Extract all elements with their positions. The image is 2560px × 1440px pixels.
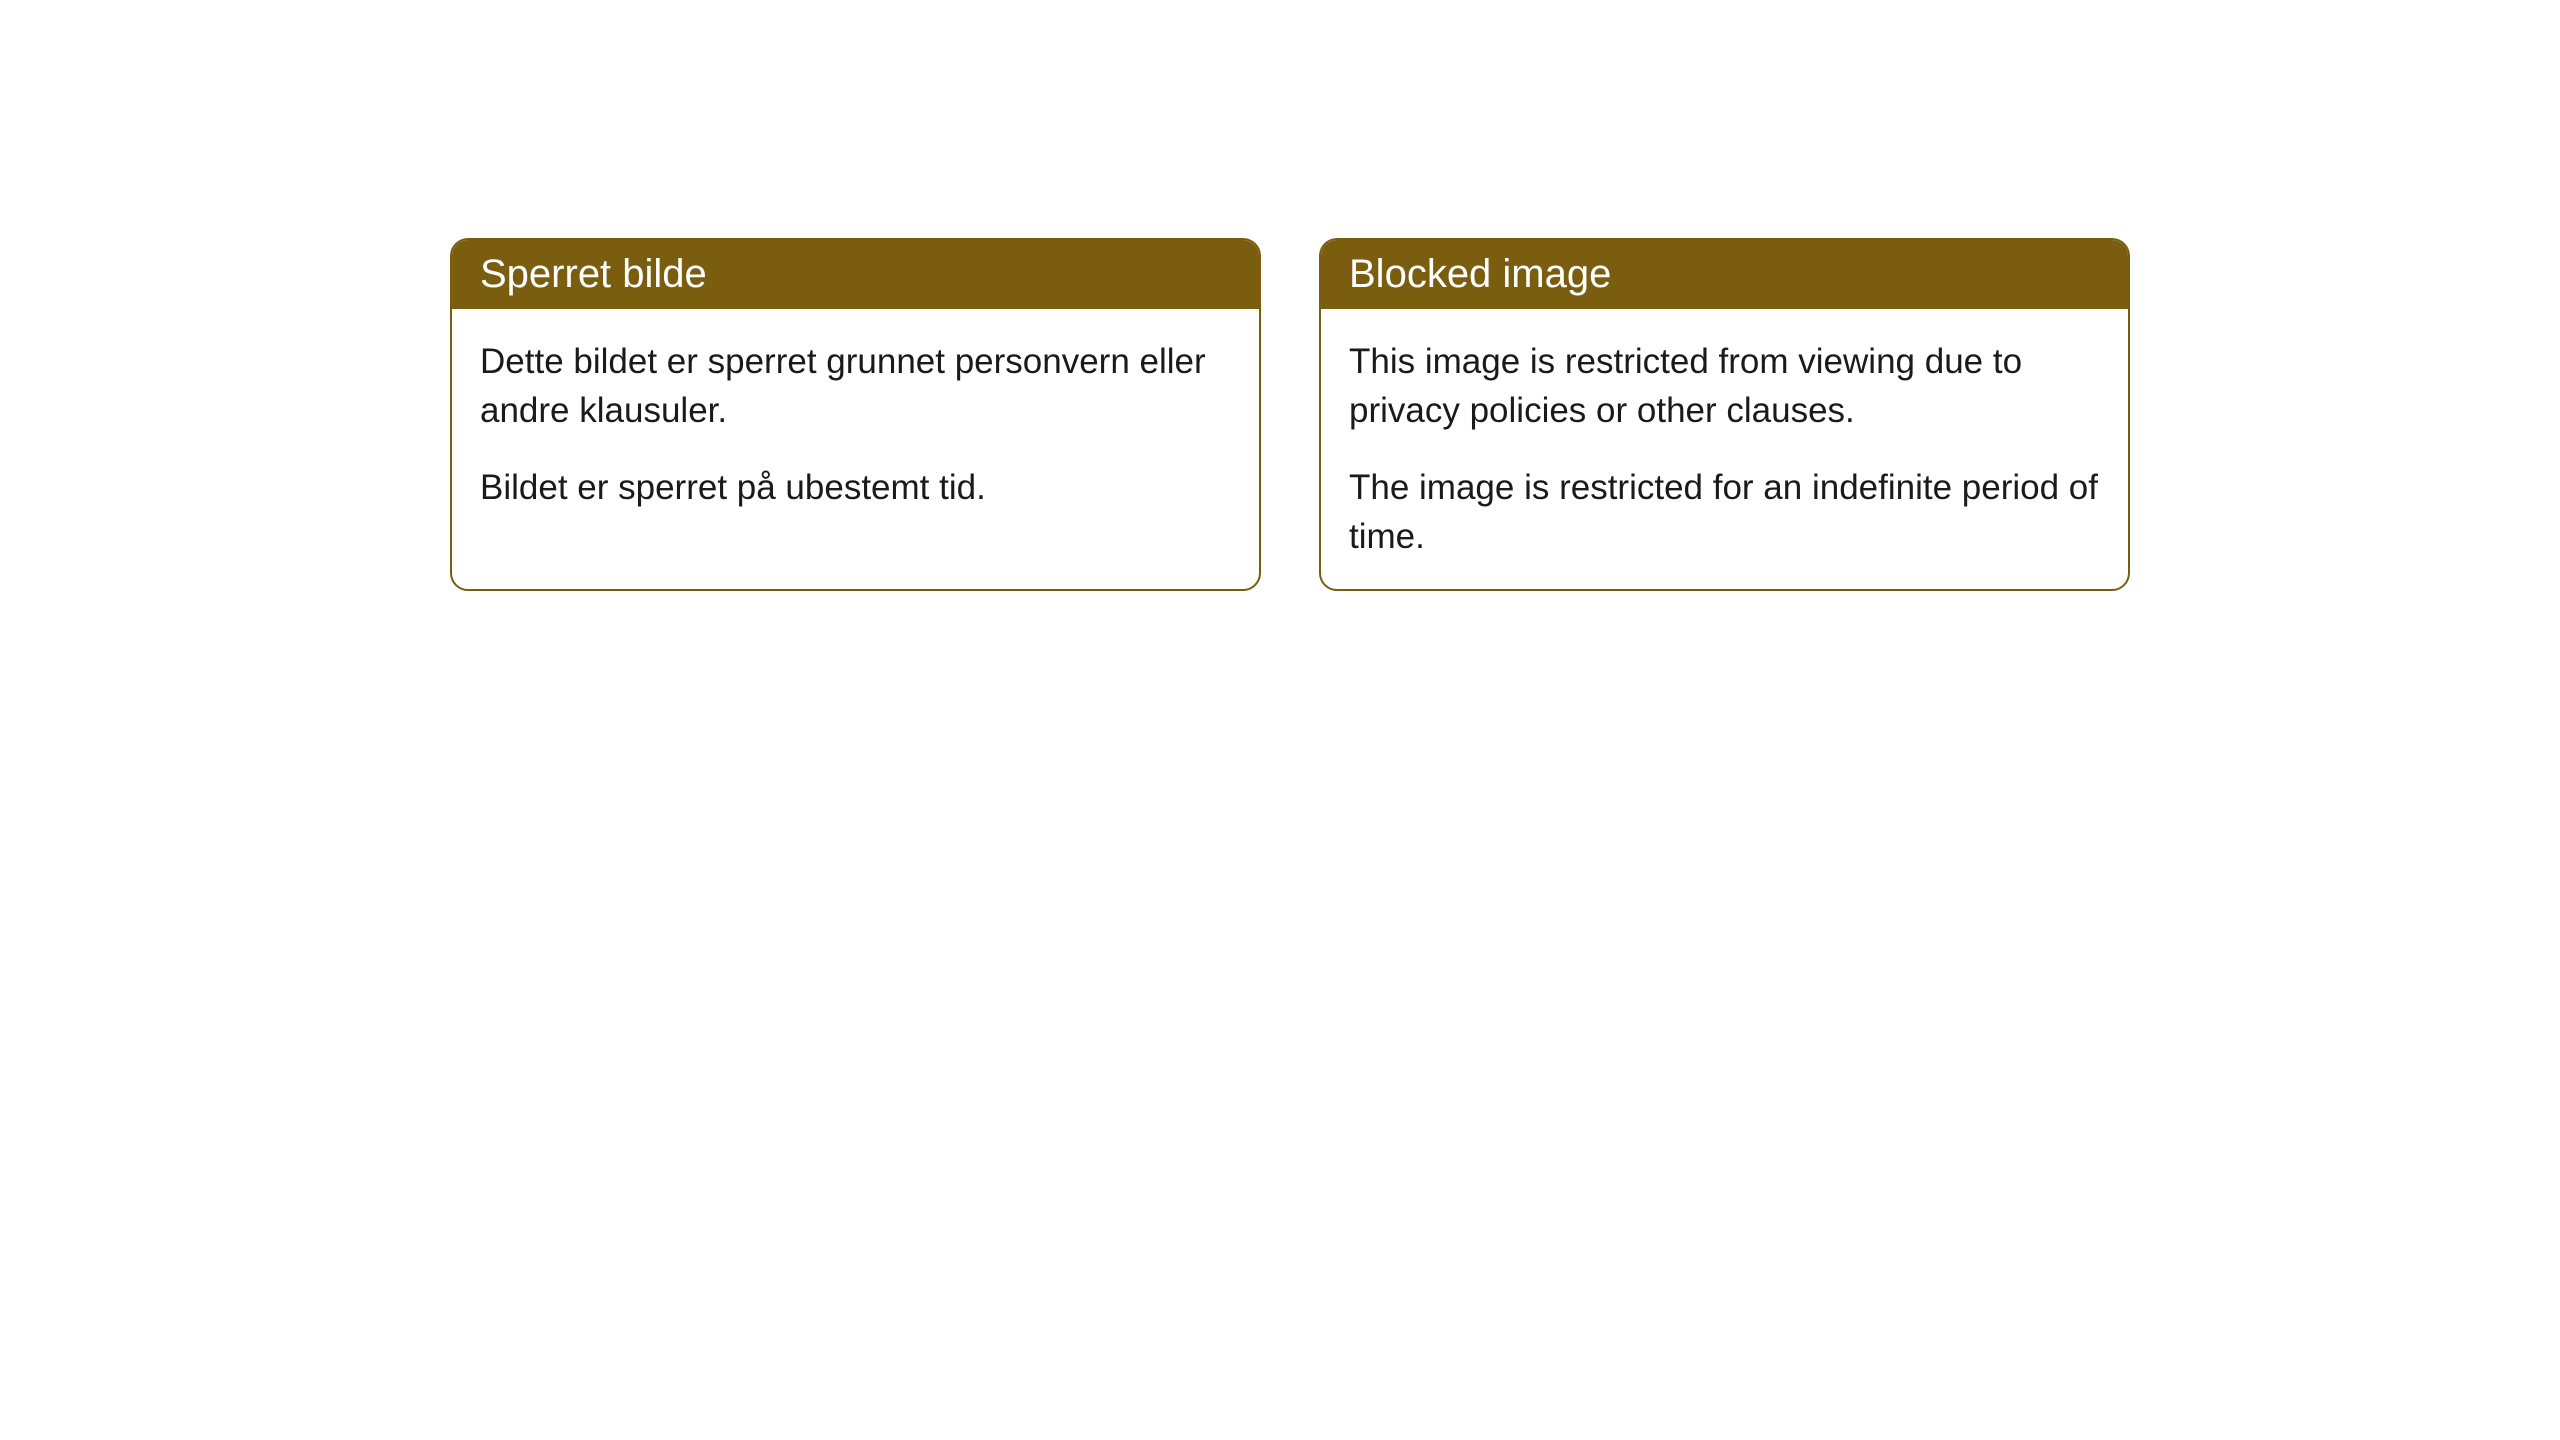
card-paragraph-norwegian-2: Bildet er sperret på ubestemt tid. <box>480 463 1231 512</box>
card-paragraph-english-2: The image is restricted for an indefinit… <box>1349 463 2100 561</box>
notice-container: Sperret bilde Dette bildet er sperret gr… <box>450 238 2130 591</box>
card-body-norwegian: Dette bildet er sperret grunnet personve… <box>452 309 1259 540</box>
card-body-english: This image is restricted from viewing du… <box>1321 309 2128 589</box>
notice-card-norwegian: Sperret bilde Dette bildet er sperret gr… <box>450 238 1261 591</box>
card-paragraph-english-1: This image is restricted from viewing du… <box>1349 337 2100 435</box>
card-header-english: Blocked image <box>1321 240 2128 309</box>
card-title-norwegian: Sperret bilde <box>480 252 707 296</box>
card-header-norwegian: Sperret bilde <box>452 240 1259 309</box>
card-title-english: Blocked image <box>1349 252 1611 296</box>
card-paragraph-norwegian-1: Dette bildet er sperret grunnet personve… <box>480 337 1231 435</box>
notice-card-english: Blocked image This image is restricted f… <box>1319 238 2130 591</box>
